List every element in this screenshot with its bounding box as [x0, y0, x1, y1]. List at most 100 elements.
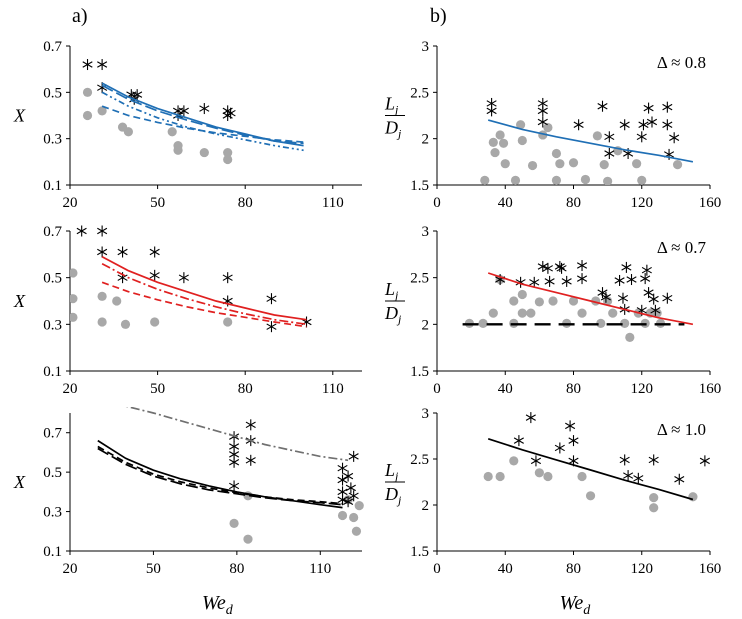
y-axis-label-numerator-sub: j	[393, 288, 399, 302]
x-tick-label: 80	[566, 195, 581, 211]
data-point-dot	[509, 456, 519, 466]
data-point-star	[626, 274, 637, 286]
data-point-dot	[112, 296, 122, 306]
data-point-star	[669, 132, 680, 144]
star-stroke	[82, 61, 93, 68]
star-stroke	[662, 294, 673, 302]
star-stroke	[149, 272, 160, 279]
data-point-dot	[568, 296, 579, 306]
model-curve-dashdotgray	[125, 407, 349, 462]
star-stroke	[542, 265, 553, 272]
model-curve-dash	[97, 445, 343, 505]
data-point-star	[614, 274, 625, 286]
data-point-star	[245, 454, 256, 466]
data-point-star	[348, 490, 359, 502]
star-stroke	[343, 498, 354, 505]
star-stroke	[229, 459, 240, 466]
data-point-star	[266, 321, 277, 333]
x-tick-label: 110	[322, 381, 344, 397]
star-stroke	[619, 121, 630, 128]
data-point-dot	[551, 175, 562, 185]
y-axis-label-numerator: Lj	[384, 279, 399, 302]
plot-area	[480, 97, 694, 185]
star-stroke	[348, 453, 359, 460]
data-point-star	[343, 496, 354, 508]
star-stroke	[565, 422, 576, 430]
x-tick-label: 120	[631, 381, 654, 397]
star-stroke	[266, 295, 277, 302]
x-tick-label: 80	[238, 195, 253, 211]
data-point-star	[576, 273, 588, 285]
y-tick-label: 2	[422, 498, 430, 514]
y-tick-label: 0.5	[43, 271, 62, 287]
x-tick-label: 110	[322, 195, 344, 211]
star-stroke	[515, 279, 526, 286]
x-tick-label: 40	[498, 561, 513, 577]
x-axis-label: Wed	[202, 592, 234, 618]
star-stroke	[662, 103, 673, 111]
data-point-star	[513, 435, 524, 447]
star-stroke	[646, 118, 658, 126]
star-stroke	[337, 464, 348, 472]
x-tick-label: 160	[699, 561, 722, 577]
data-point-dot	[97, 317, 107, 327]
data-point-dot	[123, 127, 133, 137]
data-point-dot	[500, 159, 510, 169]
y-axis-label-denominator-sub: j	[396, 127, 402, 141]
data-point-star	[554, 442, 565, 454]
model-curve-solid	[101, 255, 307, 321]
star-stroke	[544, 278, 555, 285]
y-tick-label: 0.3	[43, 505, 62, 521]
star-stroke	[556, 265, 567, 272]
model-curve-solid	[97, 439, 343, 509]
star-stroke	[343, 472, 354, 480]
data-point-star	[529, 276, 540, 288]
data-point-dot	[527, 160, 538, 171]
data-point-dot	[577, 471, 587, 482]
chart-a2: 20 50 80 110 0.1 0.3 0.5 0.7 X	[13, 224, 362, 397]
data-point-star	[623, 470, 634, 482]
y-tick-label: 2.5	[410, 452, 429, 468]
data-point-dot	[516, 120, 526, 130]
data-point-dot	[517, 308, 527, 318]
x-tick-label: 20	[63, 561, 78, 577]
data-point-dot	[223, 317, 233, 327]
data-point-star	[646, 116, 658, 128]
model-curve-dashdot	[101, 262, 307, 326]
plot-area	[483, 412, 710, 513]
data-point-dot	[592, 131, 602, 141]
data-point-star	[82, 59, 93, 71]
y-axis-label-numerator: Lj	[384, 94, 399, 117]
star-stroke	[636, 133, 647, 141]
data-point-star	[229, 456, 240, 468]
data-point-dot	[173, 145, 183, 155]
data-point-star	[525, 412, 536, 424]
x-tick-label: 40	[498, 195, 513, 211]
star-stroke	[568, 457, 579, 465]
x-tick-label: 50	[150, 381, 165, 397]
data-point-star	[565, 420, 576, 432]
star-stroke	[337, 488, 348, 496]
star-stroke	[614, 277, 625, 284]
y-tick-label: 3	[422, 406, 430, 422]
data-point-dot	[120, 319, 131, 329]
star-stroke	[662, 121, 673, 128]
data-point-star	[544, 275, 555, 287]
data-point-star	[604, 131, 615, 143]
chart-a3: 20 50 80 110 0.1 0.3 0.5 0.7 X Wed	[13, 407, 364, 618]
data-point-dot	[495, 130, 505, 140]
data-point-dot	[82, 87, 93, 97]
data-point-dot	[70, 268, 78, 278]
data-point-dot	[510, 175, 521, 185]
star-stroke	[222, 112, 233, 119]
x-tick-label: 120	[631, 561, 654, 577]
data-point-dot	[229, 518, 239, 529]
y-tick-label: 1.5	[410, 364, 429, 380]
data-point-star	[178, 105, 189, 117]
y-axis-label-denominator: Dj	[384, 303, 402, 326]
y-tick-label: 2.5	[410, 85, 429, 101]
data-point-star	[633, 472, 644, 484]
